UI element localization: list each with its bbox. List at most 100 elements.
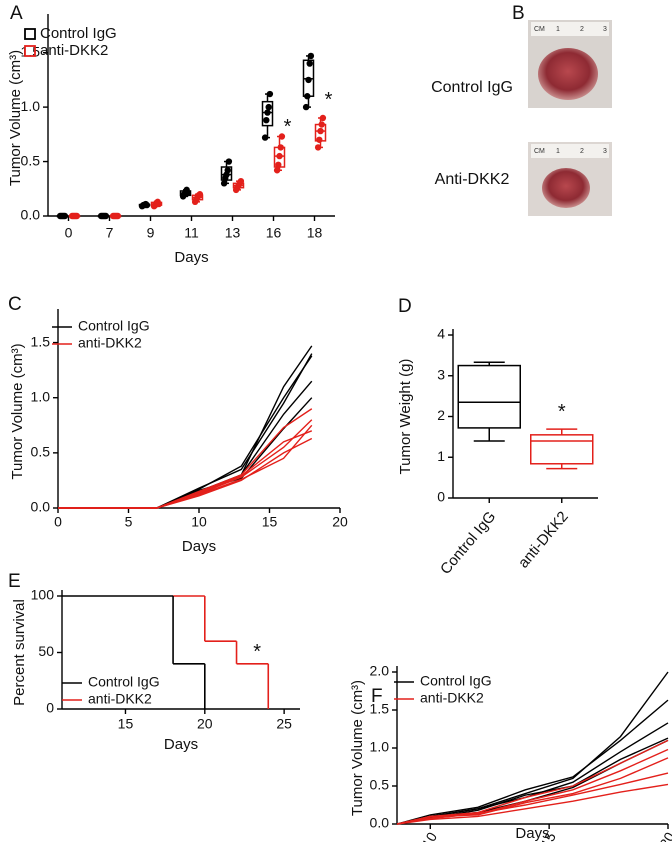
y-tick-label: 0.0 <box>21 207 41 223</box>
data-line <box>396 699 669 825</box>
y-tick-label: 1.0 <box>370 739 390 755</box>
x-tick-label: 10 <box>418 829 440 842</box>
data-line <box>58 355 313 509</box>
y-tick-label: 0.5 <box>21 152 41 168</box>
y-axis-label: Tumor Volume (cm³) <box>349 680 366 816</box>
x-tick-label: 20 <box>197 716 213 732</box>
y-tick-label: 1.0 <box>21 98 41 114</box>
legend-label: Control IgG <box>88 674 160 690</box>
data-point <box>278 133 286 140</box>
legend-label: anti-DKK2 <box>420 690 484 706</box>
data-line <box>396 748 669 825</box>
ruler-label: CM <box>534 148 545 155</box>
x-axis-label: Days <box>515 825 549 842</box>
y-axis-label: Percent survival <box>11 599 28 706</box>
y-axis-label: Tumor Volume (cm³) <box>7 50 24 186</box>
y-tick-label: 4 <box>437 326 445 342</box>
data-point <box>307 52 315 60</box>
x-axis-label: Days <box>182 538 216 555</box>
y-tick-label: 1 <box>437 448 445 464</box>
annotation: * <box>284 116 292 138</box>
ruler-label: CM <box>534 26 545 33</box>
data-point <box>317 127 324 135</box>
data-point <box>143 201 151 209</box>
legend-label: Control IgG <box>78 318 150 334</box>
data-point <box>305 76 312 84</box>
data-point <box>306 60 313 67</box>
y-tick-label: 2.0 <box>370 663 390 679</box>
tumor-image <box>542 168 590 208</box>
y-tick-label: 0.5 <box>31 444 51 460</box>
tumor-image <box>538 48 598 100</box>
y-tick-label: 1.0 <box>31 388 51 404</box>
panel-letter: C <box>8 294 22 315</box>
x-tick-label: Control IgG <box>437 508 499 578</box>
panel-letter: F <box>371 686 383 707</box>
x-tick-label: 9 <box>147 225 155 241</box>
data-line <box>58 437 313 509</box>
annotation: * <box>253 641 261 663</box>
x-tick-label: 10 <box>191 514 207 530</box>
x-tick-label: 20 <box>656 829 672 842</box>
data-line <box>58 345 313 509</box>
photo-label: Control IgG <box>431 79 513 96</box>
data-line <box>396 783 669 825</box>
legend-label: Control IgG <box>40 25 117 42</box>
y-tick-label: 1.5 <box>370 701 390 717</box>
box <box>530 434 594 465</box>
data-line <box>396 737 669 825</box>
data-point <box>196 191 204 198</box>
data-point <box>224 167 231 174</box>
data-point <box>276 152 283 160</box>
data-point <box>319 114 327 122</box>
x-tick-label: anti-DKK2 <box>515 508 572 571</box>
ruler-label: 2 <box>580 148 584 155</box>
legend-label: anti-DKK2 <box>40 42 108 59</box>
x-tick-label: 7 <box>106 225 114 241</box>
data-point <box>264 109 271 116</box>
data-point <box>273 167 281 174</box>
data-line <box>58 408 313 509</box>
data-point <box>237 177 245 185</box>
data-line <box>396 757 669 825</box>
data-point <box>220 180 228 187</box>
y-axis-label: Tumor Weight (g) <box>397 359 414 475</box>
x-axis-label: Days <box>164 736 198 753</box>
legend-swatch <box>24 45 36 57</box>
ruler-labels: CM 1 2 3 CM 1 2 3 <box>534 26 607 155</box>
y-tick-label: 2 <box>437 407 445 423</box>
ruler-label: 3 <box>603 148 607 155</box>
y-tick-label: 0 <box>437 489 445 505</box>
x-tick-label: 11 <box>184 225 199 241</box>
data-point <box>314 144 322 151</box>
data-point <box>184 189 192 197</box>
data-point <box>318 121 325 128</box>
panel-letter: E <box>8 571 21 592</box>
ruler <box>531 22 609 36</box>
data-point <box>114 212 122 220</box>
annotation: * <box>558 401 566 423</box>
data-point <box>261 134 269 141</box>
x-tick-label: 25 <box>276 716 292 732</box>
x-tick-label: 15 <box>118 716 134 732</box>
data-point <box>266 90 274 98</box>
y-tick-label: 1.5 <box>31 333 51 349</box>
data-point <box>73 212 81 220</box>
legend-label: Control IgG <box>420 673 492 689</box>
x-tick-label: 15 <box>262 514 278 530</box>
data-point <box>265 103 272 111</box>
legend-label: anti-DKK2 <box>88 691 152 707</box>
data-line <box>58 353 313 509</box>
box <box>457 364 521 429</box>
data-point <box>302 103 310 111</box>
data-point <box>275 161 282 169</box>
data-point <box>304 93 311 100</box>
y-tick-label: 0.5 <box>370 777 390 793</box>
x-tick-label: 20 <box>332 514 348 530</box>
y-tick-label: 0.0 <box>31 499 51 515</box>
ruler-label: 1 <box>556 148 560 155</box>
ruler-label: 2 <box>580 26 584 33</box>
ruler <box>531 144 609 158</box>
